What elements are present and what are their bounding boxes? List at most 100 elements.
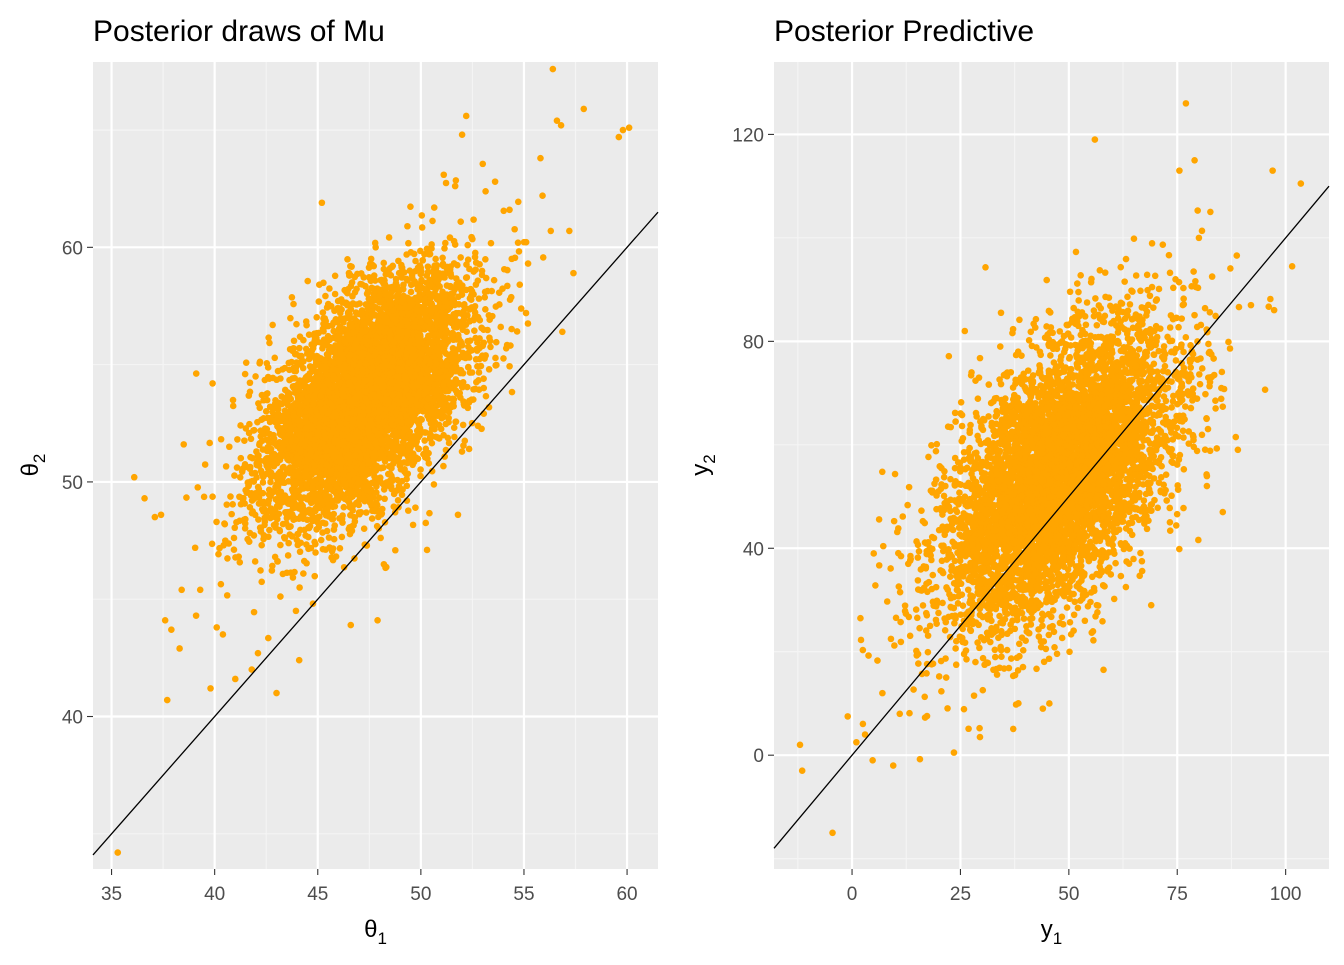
data-point [515, 199, 522, 206]
data-point [264, 426, 271, 433]
data-point [421, 437, 428, 444]
data-point [319, 529, 326, 536]
data-point [382, 271, 389, 278]
data-point [265, 334, 272, 341]
data-point [506, 363, 513, 370]
data-point [467, 337, 474, 344]
data-point [463, 261, 470, 268]
data-point [365, 288, 372, 295]
data-point [263, 391, 270, 398]
data-point [482, 306, 489, 313]
data-point [421, 429, 428, 436]
data-point [516, 281, 523, 288]
data-point [372, 244, 379, 251]
data-point [343, 288, 350, 295]
data-point [418, 416, 425, 423]
data-point [492, 362, 499, 369]
data-point [489, 313, 496, 320]
data-point [348, 503, 355, 510]
data-point [440, 171, 447, 178]
data-point [457, 218, 464, 225]
data-point [389, 478, 396, 485]
data-point [408, 282, 415, 289]
data-point [419, 212, 426, 219]
data-point [242, 525, 249, 532]
data-point [230, 397, 237, 404]
data-point [493, 339, 500, 346]
data-point [236, 559, 243, 566]
data-point [318, 537, 325, 544]
data-point [469, 369, 476, 376]
data-point [423, 355, 430, 362]
data-point [243, 425, 250, 432]
data-point [409, 275, 416, 282]
data-point [218, 436, 225, 443]
data-point [234, 464, 241, 471]
data-point [435, 350, 442, 357]
data-point [248, 436, 255, 443]
data-point [297, 548, 304, 555]
data-point [408, 289, 415, 296]
data-point [379, 440, 386, 447]
data-point [251, 609, 258, 616]
data-point [230, 403, 237, 410]
data-point [508, 294, 515, 301]
data-point [293, 368, 300, 375]
data-point [471, 327, 478, 334]
data-point [486, 334, 493, 341]
data-point [301, 558, 308, 565]
data-point [515, 239, 522, 246]
data-point [332, 272, 339, 279]
data-point [345, 309, 352, 316]
data-point [500, 207, 507, 214]
data-point [261, 522, 268, 529]
data-point [272, 554, 279, 561]
data-point [221, 520, 228, 527]
data-point [431, 481, 438, 488]
data-point [303, 541, 310, 548]
data-point [215, 551, 222, 558]
data-point [356, 502, 363, 509]
data-point [511, 226, 518, 233]
data-point [417, 466, 424, 473]
data-point [460, 422, 467, 429]
data-point [260, 508, 267, 515]
data-point [374, 475, 381, 482]
data-point [269, 322, 276, 329]
data-point [514, 328, 521, 335]
data-point [476, 369, 483, 376]
data-point [486, 366, 493, 373]
data-point [316, 374, 323, 381]
data-point [243, 359, 250, 366]
data-point [476, 295, 483, 302]
data-point [436, 435, 443, 442]
data-point [487, 344, 494, 351]
data-point [247, 379, 254, 386]
data-point [504, 342, 511, 349]
data-point [492, 355, 499, 362]
data-point [332, 291, 339, 298]
data-point [330, 545, 337, 552]
data-point [264, 397, 271, 404]
data-point [422, 520, 429, 527]
data-point [393, 280, 400, 287]
data-point [381, 486, 388, 493]
data-point [476, 261, 483, 268]
data-point [401, 459, 408, 466]
data-point [218, 581, 225, 588]
data-point [206, 440, 213, 447]
data-point [294, 362, 301, 369]
data-point [451, 434, 458, 441]
data-point [403, 251, 410, 258]
data-point [241, 437, 248, 444]
data-point [381, 495, 388, 502]
data-point [446, 354, 453, 361]
data-point [288, 359, 295, 366]
data-point [231, 535, 238, 542]
data-point [461, 316, 468, 323]
data-point [374, 334, 381, 341]
data-point [399, 446, 406, 453]
data-point [338, 296, 345, 303]
